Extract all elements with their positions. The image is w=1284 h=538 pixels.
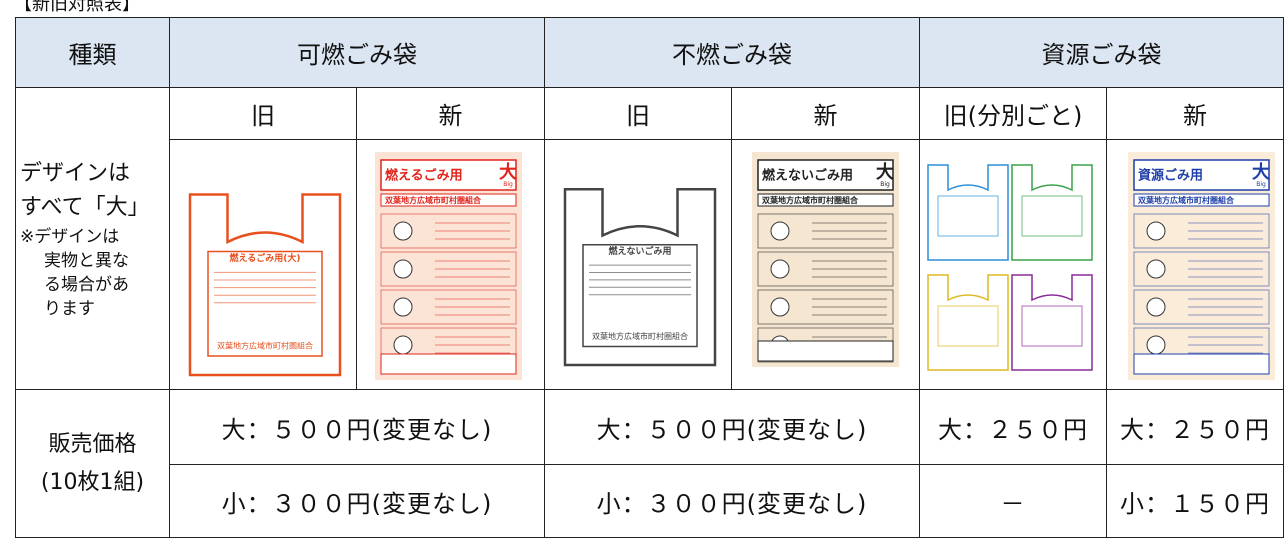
poster-title-box (757, 159, 894, 191)
bag-print (937, 195, 999, 237)
note-text: ります (44, 298, 95, 319)
bag-footer: 双葉地方広域市町村圏組合 (592, 331, 688, 341)
bag-print (937, 305, 999, 347)
price-cell: 大：５００円(変更なし) (545, 390, 920, 465)
poster-band (380, 193, 517, 207)
poster-size-en: Big (1256, 181, 1266, 188)
poster-icon (1146, 221, 1166, 241)
poster-band (757, 193, 894, 207)
note-main: すべて「大」 (20, 194, 150, 220)
design-note-cell: デザインはすべて「大」 ※デザインは実物と異なる場合があります (15, 88, 170, 390)
bag-outline (927, 164, 1009, 261)
header-cell: 可燃ごみ袋 (170, 17, 545, 88)
image-cell (920, 140, 1107, 390)
poster-title: 資源ごみ用 (1138, 168, 1203, 184)
poster-icon (1146, 297, 1166, 317)
poster-row (1133, 213, 1270, 249)
image-cell (170, 140, 357, 390)
price-cell: 大：５００円(変更なし) (170, 390, 545, 465)
price-cell: 大：２５０円 (920, 390, 1107, 465)
subheader-cell: 新 (357, 88, 545, 140)
poster-band-text: 双葉地方広域市町村圏組合 (1138, 195, 1235, 205)
poster-title-box (380, 159, 517, 191)
subheader-cell: 新 (732, 88, 920, 140)
poster-footer (1133, 353, 1270, 375)
note-main: デザインは (20, 160, 131, 186)
poster-size: 大 (499, 161, 517, 183)
bag-print (582, 244, 698, 348)
price-cell: 大：２５０円 (1107, 390, 1284, 465)
bag-outline (188, 193, 342, 377)
poster-band-text: 双葉地方広域市町村圏組合 (762, 195, 859, 205)
header-cell: 種類 (15, 17, 170, 88)
bag-title: 燃えないごみ用 (608, 245, 671, 257)
header-cell: 資源ごみ袋 (920, 17, 1284, 88)
price-label: (10枚1組) (40, 469, 145, 495)
poster-size: 大 (876, 161, 894, 183)
note-text: る場合があ (44, 274, 129, 295)
poster-footer (380, 353, 517, 375)
bag-outline (927, 274, 1009, 371)
header-cell: 不燃ごみ袋 (545, 17, 920, 88)
poster-title: 燃えるごみ用 (385, 168, 463, 184)
poster-band (1133, 193, 1270, 207)
poster-icon (770, 297, 790, 317)
poster-icon (770, 259, 790, 279)
poster-row (757, 289, 894, 325)
poster-icon (1146, 259, 1166, 279)
image-cell (732, 140, 920, 390)
bag-outline (1011, 164, 1093, 261)
poster-row (380, 289, 517, 325)
poster-icon (393, 259, 413, 279)
image-cell (357, 140, 545, 390)
bag-title: 燃えるごみ用(大) (230, 252, 301, 264)
image-cell (545, 140, 732, 390)
subheader-cell: 旧 (545, 88, 732, 140)
poster-size-en: Big (880, 181, 890, 188)
poster-icon (393, 297, 413, 317)
poster-title-box (1133, 159, 1270, 191)
poster-row (757, 251, 894, 287)
poster-size: 大 (1252, 161, 1270, 183)
poster-size-en: Big (503, 181, 513, 188)
price-label: 販売価格 (48, 431, 137, 457)
poster-row (380, 213, 517, 249)
subheader-cell: 旧(分別ごと) (920, 88, 1107, 140)
bag-outline (1011, 274, 1093, 371)
note-text: ※デザインは (20, 226, 120, 247)
poster-icon (393, 221, 413, 241)
bag-footer: 双葉地方広域市町村圏組合 (217, 340, 313, 350)
poster-row (757, 213, 894, 249)
poster-icon (770, 221, 790, 241)
caption: 【新旧対照表】 (14, 0, 140, 15)
subheader-cell: 旧 (170, 88, 357, 140)
bag-print (1021, 305, 1083, 347)
poster-icon (1146, 335, 1166, 355)
poster-row (1133, 289, 1270, 325)
poster-band-text: 双葉地方広域市町村圏組合 (385, 195, 482, 205)
poster-title: 燃えないごみ用 (762, 168, 853, 184)
bag-print (1021, 195, 1083, 237)
poster-footer (757, 340, 894, 362)
bag-outline (563, 188, 717, 367)
poster-row (380, 251, 517, 287)
bag-print (207, 250, 323, 357)
poster-row (1133, 251, 1270, 287)
note-text: 実物と異な (44, 250, 129, 271)
poster-icon (393, 335, 413, 355)
